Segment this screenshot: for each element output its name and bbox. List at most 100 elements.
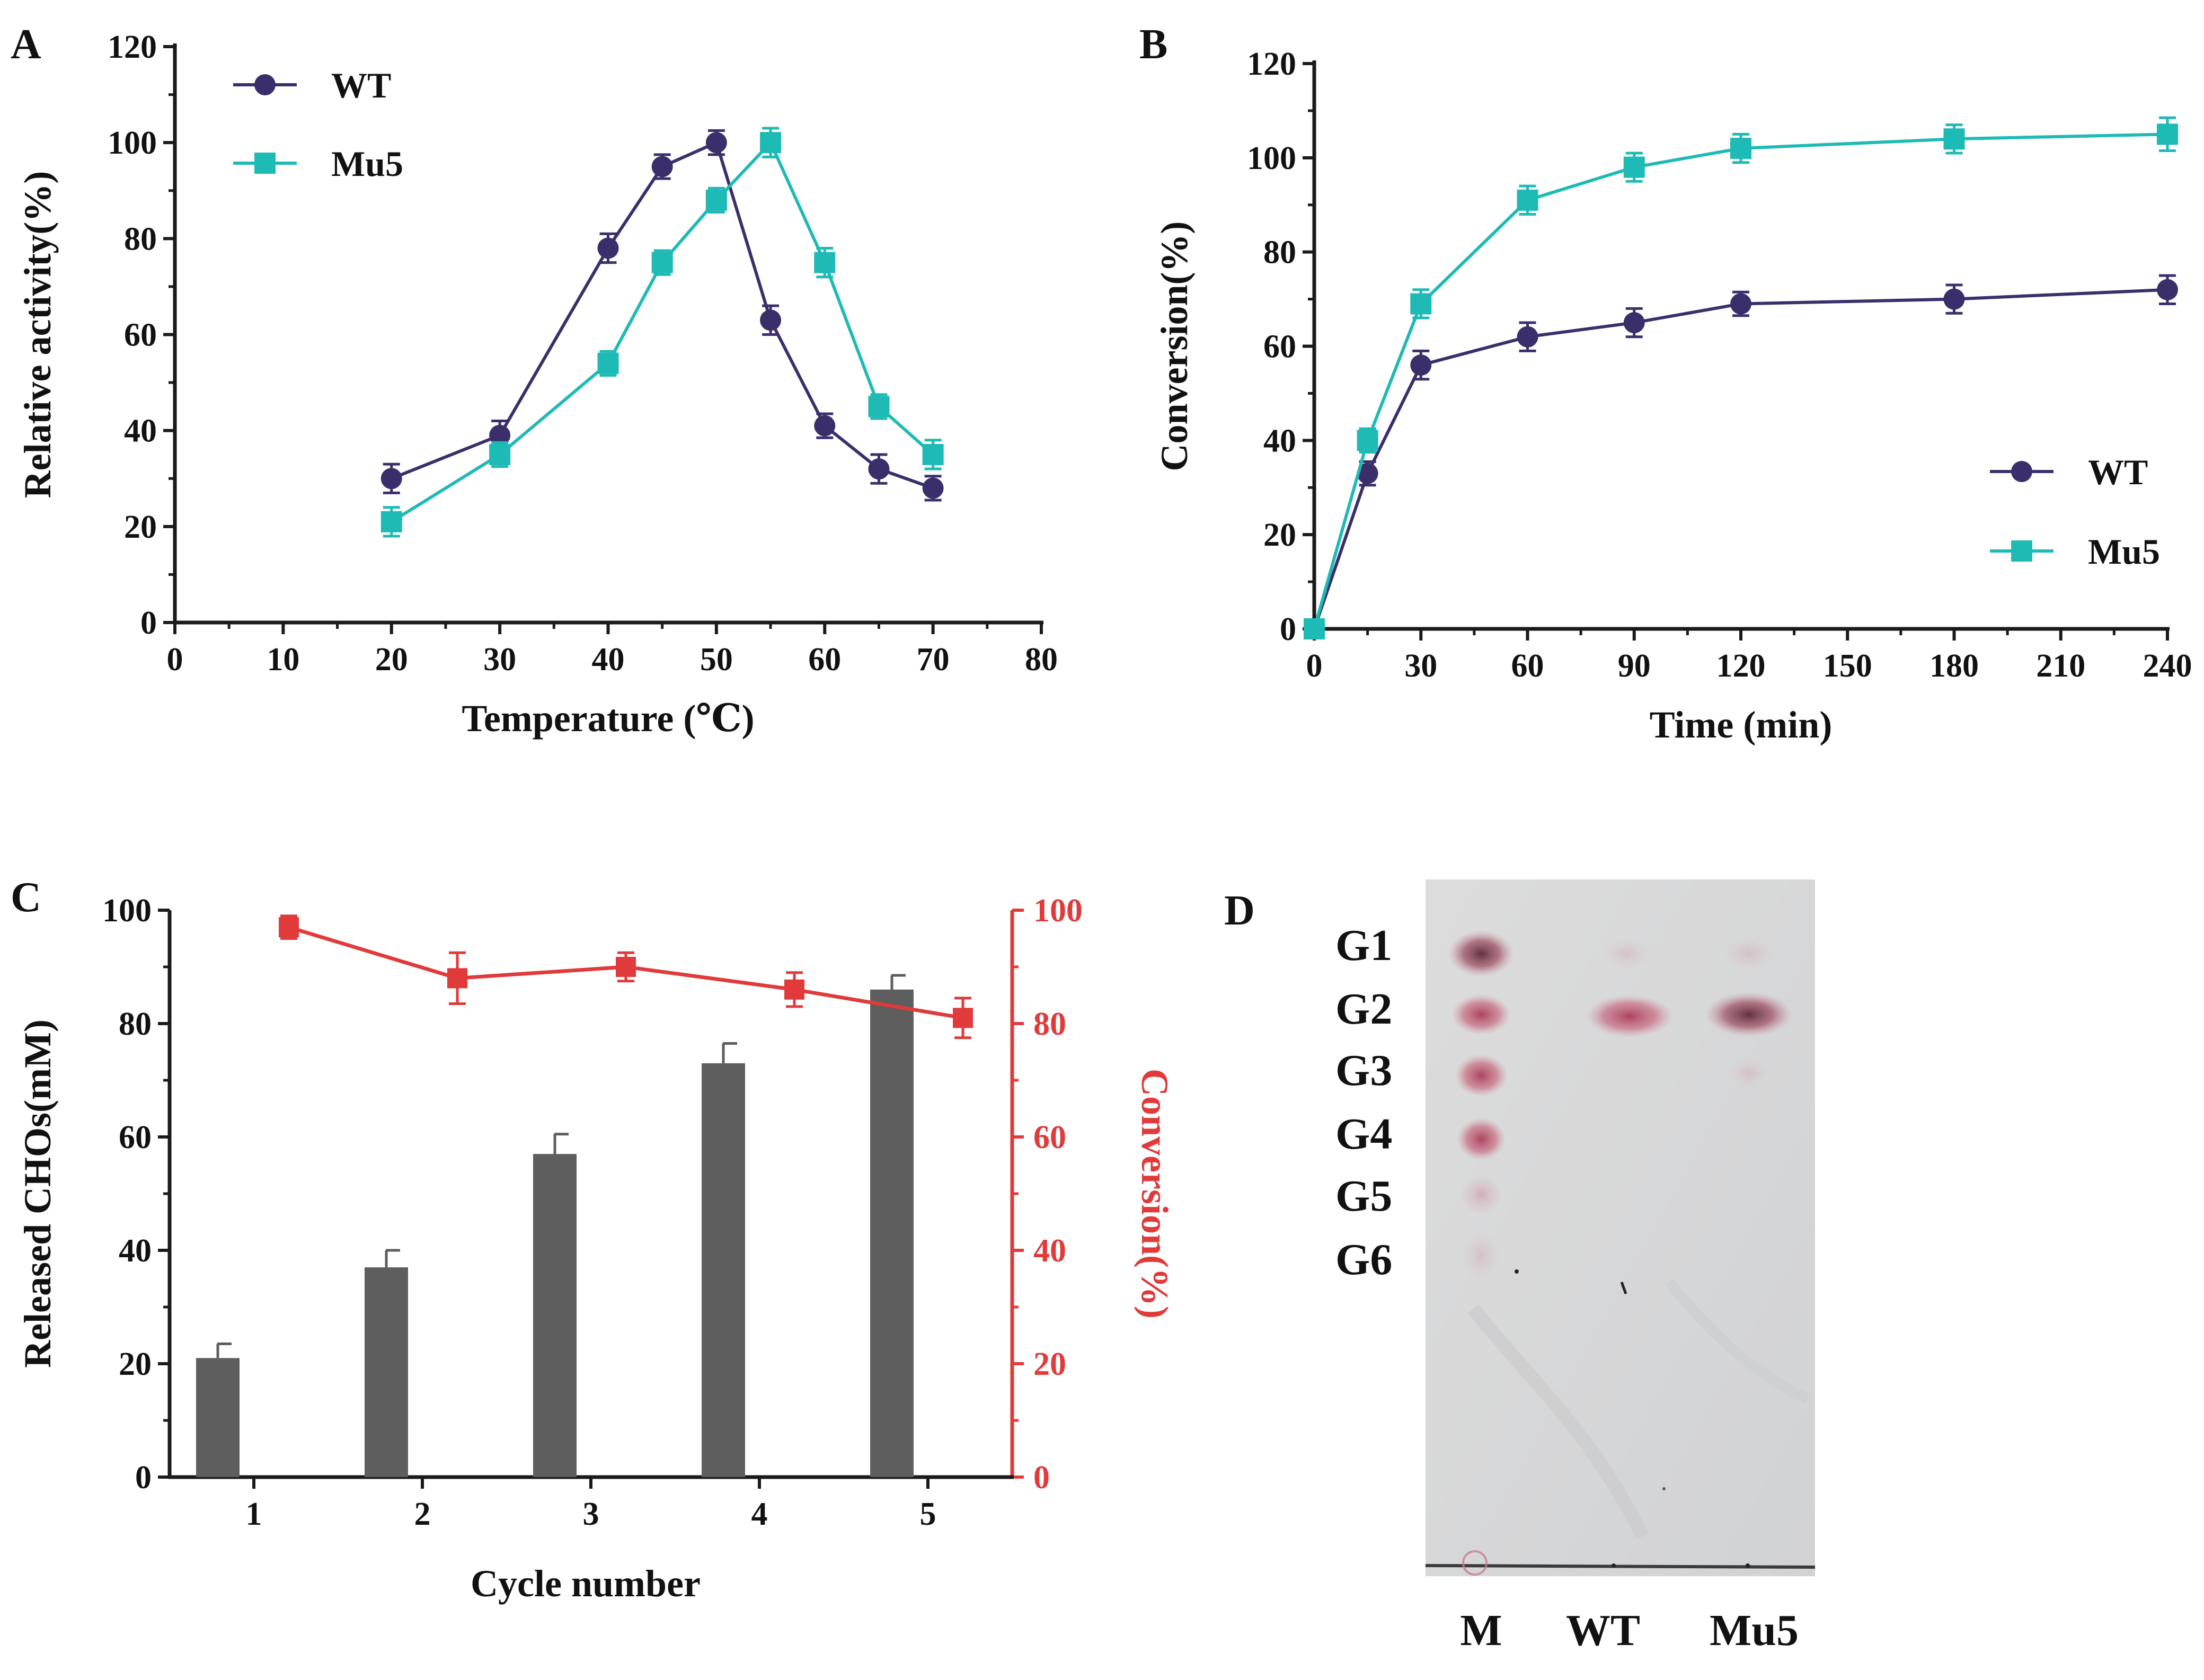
data-point [254, 153, 276, 174]
data-point [380, 468, 402, 490]
panel-label-a: A [11, 21, 41, 68]
data-point [1623, 312, 1645, 334]
x-tick-label: 180 [1929, 648, 1979, 684]
data-point [922, 477, 944, 499]
series-line-mu5 [391, 139, 934, 523]
plate-speck [1612, 1563, 1616, 1568]
data-point [814, 415, 836, 437]
data-point [1943, 128, 1965, 150]
tlc-spot-m-g2 [1451, 994, 1511, 1035]
tlc-spot-wt-g1 [1603, 938, 1651, 970]
band-label-g2: G2 [1335, 984, 1392, 1034]
tlc-spot-mu5-g1 [1724, 938, 1773, 970]
data-point [1357, 430, 1378, 451]
x-axis-title: Temperature (℃) [462, 697, 754, 740]
x-tick-label: 210 [2036, 648, 2085, 684]
x-tick-label: 80 [1025, 642, 1058, 678]
y2-axis-title: Conversion(%) [1134, 1069, 1176, 1319]
y-axis-title: Relative activity(%) [16, 171, 59, 499]
lane-label-mu5: Mu5 [1710, 1606, 1799, 1655]
data-point [597, 352, 619, 374]
series-line-wt [391, 140, 934, 490]
tlc-spot-m-g1 [1448, 930, 1514, 977]
y-tick-label: 60 [124, 317, 157, 353]
x-tick-label: 240 [2143, 648, 2192, 684]
y-tick-label: 120 [1247, 46, 1296, 82]
data-point [1304, 618, 1325, 639]
y2-tick-label: 20 [1033, 1346, 1066, 1382]
y-tick-label: 40 [1263, 423, 1296, 459]
y2-tick-label: 100 [1033, 893, 1083, 929]
legend-label-wt: WT [331, 65, 391, 105]
series-line-wt [1313, 288, 2168, 629]
y-tick-label: 120 [108, 29, 157, 65]
x-tick-label: 90 [1618, 648, 1651, 684]
legend-label-mu5: Mu5 [2088, 531, 2160, 572]
band-label-g1: G1 [1335, 921, 1392, 970]
tlc-spot-mu5-g3 [1730, 1059, 1768, 1087]
tlc-spot-m-g3 [1455, 1054, 1508, 1097]
data-point [705, 189, 727, 211]
data-point [447, 968, 467, 989]
y-axis-title: Conversion(%) [1153, 221, 1196, 472]
legend-label-wt: WT [2088, 452, 2148, 492]
data-point [2011, 540, 2032, 562]
x-tick-label: 3 [583, 1496, 599, 1532]
data-point [922, 443, 944, 465]
tlc-spot-m-g6 [1462, 1231, 1500, 1280]
lane-label-wt: WT [1566, 1606, 1640, 1655]
x-tick-label: 60 [808, 642, 841, 678]
data-point [2157, 279, 2178, 300]
y-tick-label: 100 [1247, 140, 1296, 176]
plate-speck [1662, 1487, 1666, 1490]
y-tick-label: 60 [1263, 329, 1296, 365]
band-label-g6: G6 [1335, 1235, 1392, 1284]
y-tick-label: 20 [1263, 517, 1296, 553]
y2-tick-label: 0 [1033, 1460, 1050, 1496]
plate-speck [1746, 1563, 1750, 1568]
y-tick-label: 20 [119, 1346, 152, 1382]
x-tick-label: 5 [920, 1496, 936, 1532]
data-point [279, 917, 299, 938]
plate-smudge [1467, 1304, 1649, 1540]
tlc-spot-mu5-g2 [1705, 992, 1792, 1037]
y-tick-label: 60 [119, 1119, 152, 1155]
data-point [1730, 293, 1751, 315]
panel-a-chart: 0 20 40 60 80 100 120 0 10 20 30 40 50 60 70 80 Temperat… [11, 21, 1058, 740]
data-point [1410, 354, 1432, 376]
data-point [651, 252, 673, 273]
x-axis-title: Time (min) [1650, 704, 1833, 746]
tlc-origin-spot [1462, 1550, 1488, 1576]
x-tick-label: 30 [483, 642, 516, 678]
lane-label-m: M [1460, 1606, 1502, 1655]
bar-cycle-3 [533, 1154, 577, 1477]
y-tick-label: 100 [108, 125, 157, 161]
legend-label-mu5: Mu5 [331, 144, 403, 184]
data-point [953, 1008, 973, 1028]
y-axis-title: Released CHOs(mM) [16, 1019, 59, 1368]
data-point [1410, 293, 1432, 315]
x-tick-label: 40 [592, 642, 625, 678]
x-axis-title: Cycle number [471, 1562, 701, 1605]
y-tick-label: 20 [124, 509, 157, 545]
y-tick-label: 40 [119, 1233, 152, 1269]
x-tick-label: 0 [1306, 648, 1323, 684]
data-point [1943, 288, 1965, 310]
data-point [1730, 138, 1751, 159]
panel-label-b: B [1139, 21, 1167, 68]
data-point [1623, 156, 1645, 178]
x-tick-label: 20 [375, 642, 408, 678]
y-tick-label: 40 [124, 413, 157, 449]
y-tick-label: 80 [124, 221, 157, 257]
x-tick-label: 70 [917, 642, 950, 678]
data-point [1517, 189, 1538, 211]
x-tick-label: 10 [267, 642, 299, 678]
band-label-g5: G5 [1335, 1171, 1392, 1221]
data-point [254, 74, 276, 95]
data-point [380, 511, 402, 532]
panel-b-chart: 0 20 40 60 80 100 120 0 30 60 90 120 150 180 210 240 Tim… [1139, 21, 2192, 746]
tlc-spot-m-g5 [1460, 1175, 1502, 1215]
y2-tick-label: 40 [1033, 1233, 1066, 1269]
data-point [597, 237, 619, 259]
